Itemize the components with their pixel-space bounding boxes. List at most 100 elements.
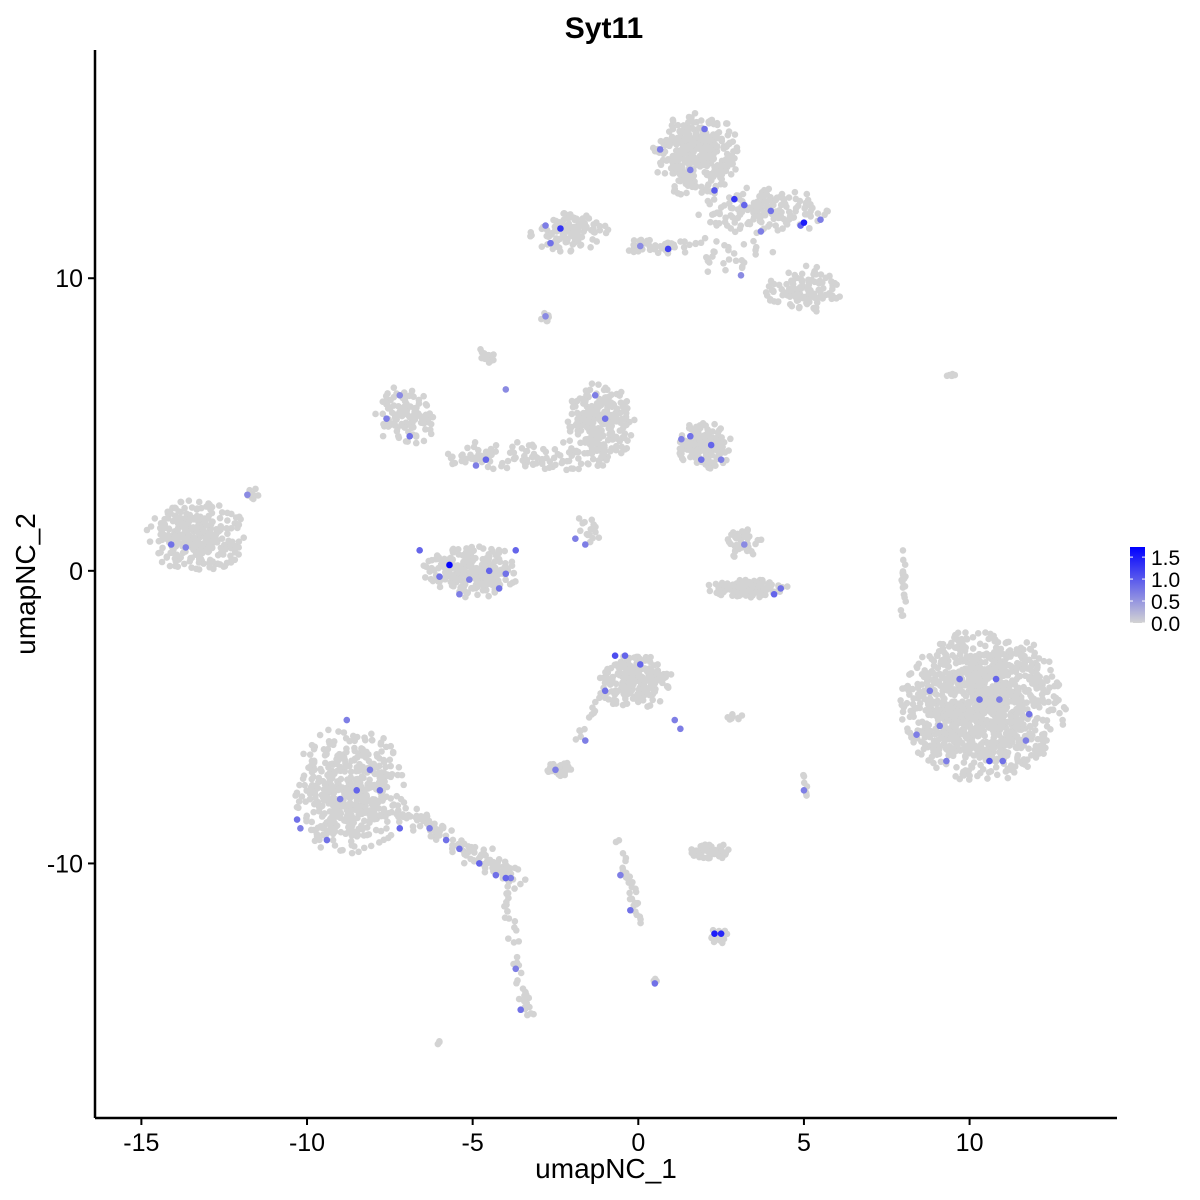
cell-point xyxy=(707,177,715,184)
cell-point xyxy=(1002,639,1010,647)
cell-point xyxy=(693,447,701,455)
cell-point xyxy=(761,198,768,205)
cell-point xyxy=(975,732,982,740)
cell-point xyxy=(1001,706,1009,713)
cell-point xyxy=(320,746,328,753)
cell-point xyxy=(173,551,181,559)
cell-point xyxy=(329,830,337,838)
cell-point xyxy=(700,433,708,440)
cell-point xyxy=(484,463,492,471)
cell-point xyxy=(326,815,334,823)
cell-point xyxy=(813,295,821,302)
cell-point xyxy=(951,698,958,705)
cell-point xyxy=(179,549,187,557)
expressing-cell-point xyxy=(502,386,510,393)
cell-point xyxy=(777,213,785,221)
cell-point xyxy=(970,670,978,678)
cell-point xyxy=(930,662,938,670)
cell-point xyxy=(710,210,718,218)
cell-point xyxy=(567,423,574,431)
cell-point xyxy=(183,510,190,517)
cell-point xyxy=(393,415,400,423)
cell-point xyxy=(721,202,728,209)
cell-point xyxy=(227,559,235,566)
cell-point xyxy=(974,678,982,685)
expressing-cell-point xyxy=(996,696,1003,703)
cell-point xyxy=(700,846,708,853)
cell-point xyxy=(753,198,761,206)
cell-point xyxy=(390,384,398,391)
chart-title: Syt11 xyxy=(565,12,643,45)
cell-point xyxy=(775,281,783,289)
cell-point xyxy=(229,538,236,546)
cell-point xyxy=(963,733,971,741)
expressing-cell-point xyxy=(542,312,549,320)
cell-point xyxy=(826,289,833,297)
cell-point xyxy=(621,663,628,671)
cell-point xyxy=(596,674,604,682)
cell-point xyxy=(910,738,917,746)
expressing-cell-point xyxy=(396,391,404,399)
cell-point xyxy=(722,214,729,222)
cell-point xyxy=(632,888,640,896)
cell-point xyxy=(738,208,746,216)
cell-point xyxy=(319,777,327,785)
cell-point xyxy=(355,811,362,818)
cell-point xyxy=(797,275,805,283)
cell-point xyxy=(743,184,751,192)
cell-point xyxy=(617,449,625,457)
cell-point xyxy=(193,527,201,535)
cell-point xyxy=(579,215,587,222)
cell-point xyxy=(158,531,166,539)
cell-point xyxy=(618,415,626,423)
cell-point xyxy=(728,531,735,538)
expressing-cell-point xyxy=(992,675,1000,683)
colorbar-label: 0.5 xyxy=(1151,591,1180,614)
cell-point xyxy=(947,711,954,718)
cell-point xyxy=(711,141,719,148)
cell-point xyxy=(721,241,728,249)
cell-point xyxy=(914,749,922,756)
cell-point xyxy=(909,685,916,693)
cell-point xyxy=(1005,681,1013,689)
cell-point xyxy=(610,414,618,422)
cell-point xyxy=(522,462,529,470)
cell-point xyxy=(468,548,476,556)
cell-point xyxy=(569,241,577,248)
cell-point xyxy=(451,459,459,467)
cell-point xyxy=(629,695,637,702)
cell-point xyxy=(413,805,421,813)
cell-point xyxy=(1031,746,1039,754)
cell-point xyxy=(306,751,314,758)
cell-point xyxy=(702,145,710,153)
cell-point xyxy=(1036,684,1043,691)
cell-point xyxy=(347,822,355,829)
cell-point xyxy=(930,698,938,706)
cell-point xyxy=(174,527,181,534)
cell-point xyxy=(755,213,763,220)
expressing-cell-point xyxy=(293,816,301,823)
expressing-cell-point xyxy=(621,652,629,659)
cell-point xyxy=(504,883,511,890)
axes xyxy=(93,50,1117,1120)
cell-point xyxy=(622,869,630,877)
cell-point xyxy=(1025,745,1032,752)
cell-point xyxy=(448,827,455,834)
cell-point xyxy=(983,698,990,705)
expressing-cell-point xyxy=(396,825,404,832)
cell-point xyxy=(551,446,559,453)
cell-point xyxy=(780,195,788,203)
cell-point xyxy=(517,969,525,977)
cell-point xyxy=(335,753,343,761)
cell-point xyxy=(377,827,385,835)
cell-point xyxy=(409,827,417,834)
cell-point xyxy=(157,520,165,527)
cell-point xyxy=(463,545,470,552)
cell-point xyxy=(407,403,414,410)
expressing-cell-point xyxy=(581,541,589,548)
cell-point xyxy=(300,750,307,758)
cell-point xyxy=(686,421,693,429)
cell-point xyxy=(678,138,685,145)
cell-point xyxy=(473,577,481,585)
cell-point xyxy=(685,113,693,121)
